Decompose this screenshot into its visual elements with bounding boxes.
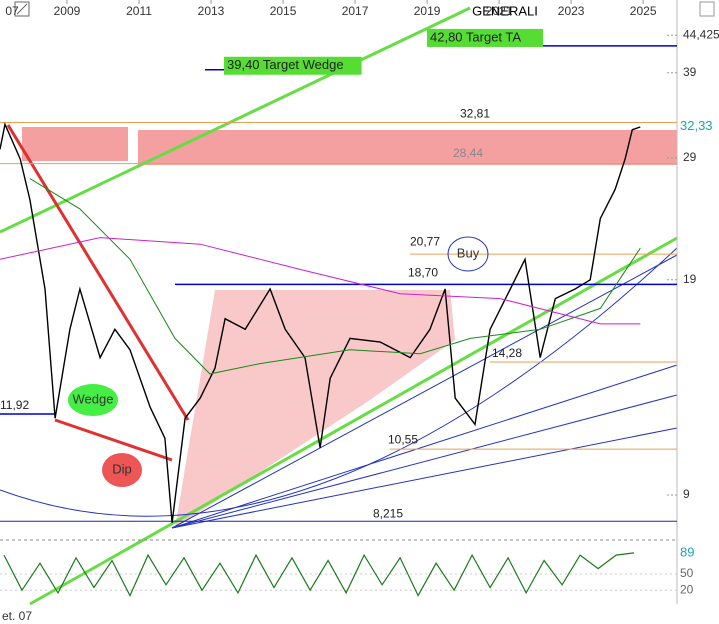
oscillator-line [3,552,635,597]
fan-line [171,394,678,529]
y-tick-label: 39 [683,65,697,79]
x-tick-label: 2017 [342,4,369,18]
fan-line [171,427,678,529]
fan-line [171,254,678,529]
x-tick-label: 2009 [54,4,81,18]
level-label: 8,215 [373,506,403,520]
osc-last-value: 89 [680,544,694,559]
wedge-line [54,418,173,462]
x-tick-label: 07 [5,4,19,18]
x-tick-label: 2021 [486,4,513,18]
x-tick-label: 2013 [198,4,225,18]
osc-tick-label: 20 [680,582,694,596]
x-tick-label: 2019 [414,4,441,18]
toolbar-icon [16,3,28,15]
wedge-line [6,124,190,421]
level-label: 18,70 [408,266,438,280]
level-label: 39,40 Target Wedge [227,57,344,72]
annotation: Dip [112,461,132,476]
toolbar-icon[interactable] [14,1,30,17]
level-label: 42,80 Target TA [430,29,521,44]
y-tick-label: 19 [683,272,697,286]
y-tick-label: 9 [683,487,690,501]
price-line [0,121,641,523]
osc-tick-label: 50 [680,566,694,580]
annotation: Buy [457,245,480,260]
label-box [427,28,543,47]
trend-line [29,236,678,606]
level-label: 32,81 [460,107,490,121]
last-value-label: 32,33 [680,118,713,133]
x-tick-label: 2025 [630,4,657,18]
resistance-zone [22,127,128,161]
x-tick-label: 2015 [270,4,297,18]
annotation: Wedge [73,391,114,406]
annotation-bubble [447,236,489,272]
triangle-zone [175,290,455,528]
y-tick-label: 44,425 [683,27,719,41]
price-line [29,178,641,375]
label-box [224,56,362,75]
arc-line [0,247,678,517]
annotation-bubble [68,384,118,416]
y-tick-label: 29 [683,150,697,164]
toolbar-icon[interactable] [699,1,715,17]
level-label: 10,55 [388,432,418,446]
x-tick-label: 2011 [126,4,152,18]
fan-line [171,364,678,529]
trend-line [0,6,471,234]
annotation-bubble [102,453,142,487]
resistance-zone [138,130,677,165]
date-label: et. 07 [2,609,32,623]
drawings [0,0,715,606]
level-label: 14,28 [492,346,522,360]
x-tick-label: 2023 [558,4,585,18]
price-line [0,237,641,325]
level-label: 11,92 [0,398,29,412]
level-label: 20,77 [410,234,440,248]
level-label: 28,44 [453,146,483,160]
chart-title: GENERALI [472,3,538,18]
